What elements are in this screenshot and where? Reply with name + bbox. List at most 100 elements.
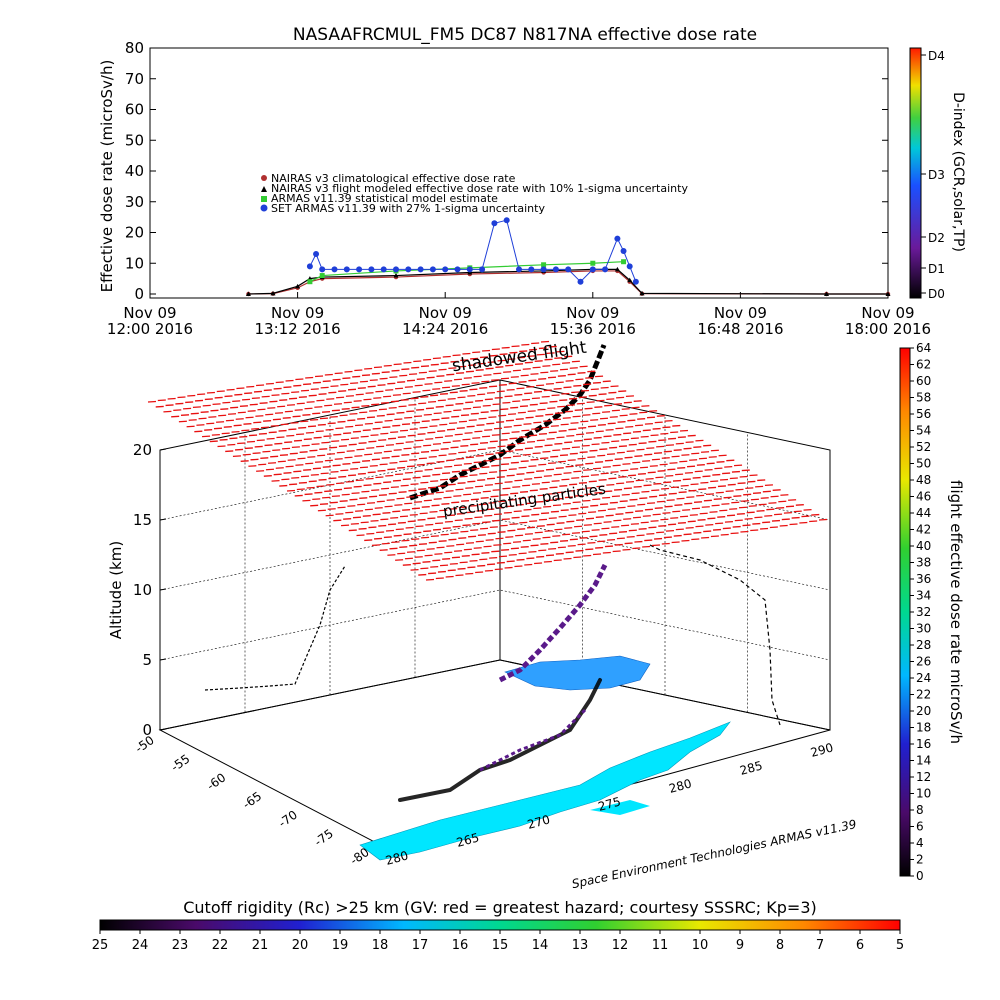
dose-plane-mark [627,419,636,422]
dose-plane-mark [624,456,633,459]
dose-plane-mark [397,436,406,438]
dose-plane-mark [524,361,533,364]
dose-plane-mark [501,518,510,521]
dose-plane-mark [595,516,604,518]
dose-plane-mark [198,417,207,420]
dose-plane-mark [334,372,343,375]
dose-plane-mark [572,501,581,504]
dose-plane-mark [312,498,321,501]
data-point [393,266,399,273]
data-point [307,279,313,285]
dose-plane-mark [636,534,645,537]
dose-plane-mark [359,466,369,469]
dose-plane-mark [451,385,460,387]
data-point [577,278,584,285]
dose-plane-mark [548,345,557,348]
dose-plane-mark [713,498,722,500]
dose-plane-mark [338,390,347,392]
dose-plane-mark [663,450,672,453]
dose-plane-mark [771,519,781,522]
dose-plane-mark [428,370,437,373]
dose-plane-mark [519,521,528,524]
dose-plane-mark [665,474,674,477]
dose-plane-mark [646,416,656,419]
dose-plane-mark [521,343,530,346]
dose-plane-mark [464,432,473,434]
dose-plane-mark [516,387,525,390]
dose-plane-mark [342,463,351,465]
dose-plane-mark [576,402,585,405]
dose-plane-mark [167,397,176,400]
latitude-tick-label: -55 [168,752,192,775]
dose-plane-mark [543,389,552,392]
dose-plane-mark [642,545,651,548]
dose-plane-mark [334,458,343,460]
dose-plane-mark [438,454,447,457]
rc-tick-label: 7 [816,938,824,953]
dose-plane-mark [590,388,599,391]
dose-plane-mark [385,444,394,446]
dose-plane-mark [574,494,583,497]
dose-plane-mark [495,451,504,454]
dose-plane-mark [616,482,625,485]
dose-plane-mark [496,421,505,423]
dose-plane-mark [723,496,732,499]
dose-plane-mark [435,405,444,408]
floor-plane [158,659,831,851]
dose-plane-mark [180,414,190,416]
dose-plane-mark [729,477,738,480]
x-tick-label-time: 16:48 2016 [697,320,783,338]
dose-plane-mark [746,511,755,514]
dose-plane-mark [292,415,301,418]
dose-plane-mark [241,429,250,432]
dose-plane-mark [432,473,441,476]
dose-plane-mark [247,410,256,412]
dose-plane-mark [719,509,728,512]
dose-plane-mark [248,465,257,467]
dose-plane-mark [339,414,348,417]
legend-marker-nairas-clim [261,175,267,181]
dose-plane-mark [623,487,632,490]
dose-plane-mark [358,527,367,530]
dose-plane-mark [453,495,462,497]
dose-plane-mark [165,404,174,407]
dose-plane-mark [563,386,572,389]
x-tick-label-time: 12:00 2016 [107,320,193,338]
dose-plane-mark [524,563,533,566]
dose-plane-mark [377,469,386,472]
dose-plane-mark [473,547,482,549]
dose-plane-mark [427,431,436,434]
dose-plane-mark [623,518,632,520]
cyan-landmass [359,721,731,861]
dose-plane-mark [352,430,361,433]
dose-plane-mark [363,398,372,401]
dose-plane-mark [589,449,598,452]
legend-text-set-armas: SET ARMAS v11.39 with 27% 1-sigma uncert… [271,202,545,215]
dose-plane-mark [505,450,514,453]
dose-plane-mark [597,509,606,512]
dose-plane-mark [369,464,378,467]
dose-plane-mark [596,399,605,402]
dose-plane-mark [409,458,418,461]
dose-plane-mark [639,466,649,469]
dose-plane-mark [581,444,590,447]
dose-plane-mark [649,465,658,467]
dose-plane-mark [739,475,748,478]
dose-plane-mark [383,395,392,398]
dose-plane-mark [457,396,466,399]
rc-tick-label: 9 [736,938,744,953]
dose-plane-mark [327,422,336,425]
dose-plane-mark [457,567,466,570]
dose-plane-mark [668,523,677,526]
dose-plane-mark [502,401,511,404]
dose-plane-mark [586,401,595,404]
dose-plane-mark [216,421,225,423]
legend-text-nairas-flight: NAIRAS v3 flight modeled effective dose … [271,182,688,195]
dose-plane-mark [344,370,353,373]
dose-plane-mark [465,401,474,404]
dose-plane-mark [484,398,493,401]
dose-plane-mark [652,427,661,430]
dose-plane-mark [371,458,380,461]
dose-plane-mark [630,437,639,440]
dose-colorbar-ticks: 0246810121416182022242628303234363840424… [910,341,931,883]
